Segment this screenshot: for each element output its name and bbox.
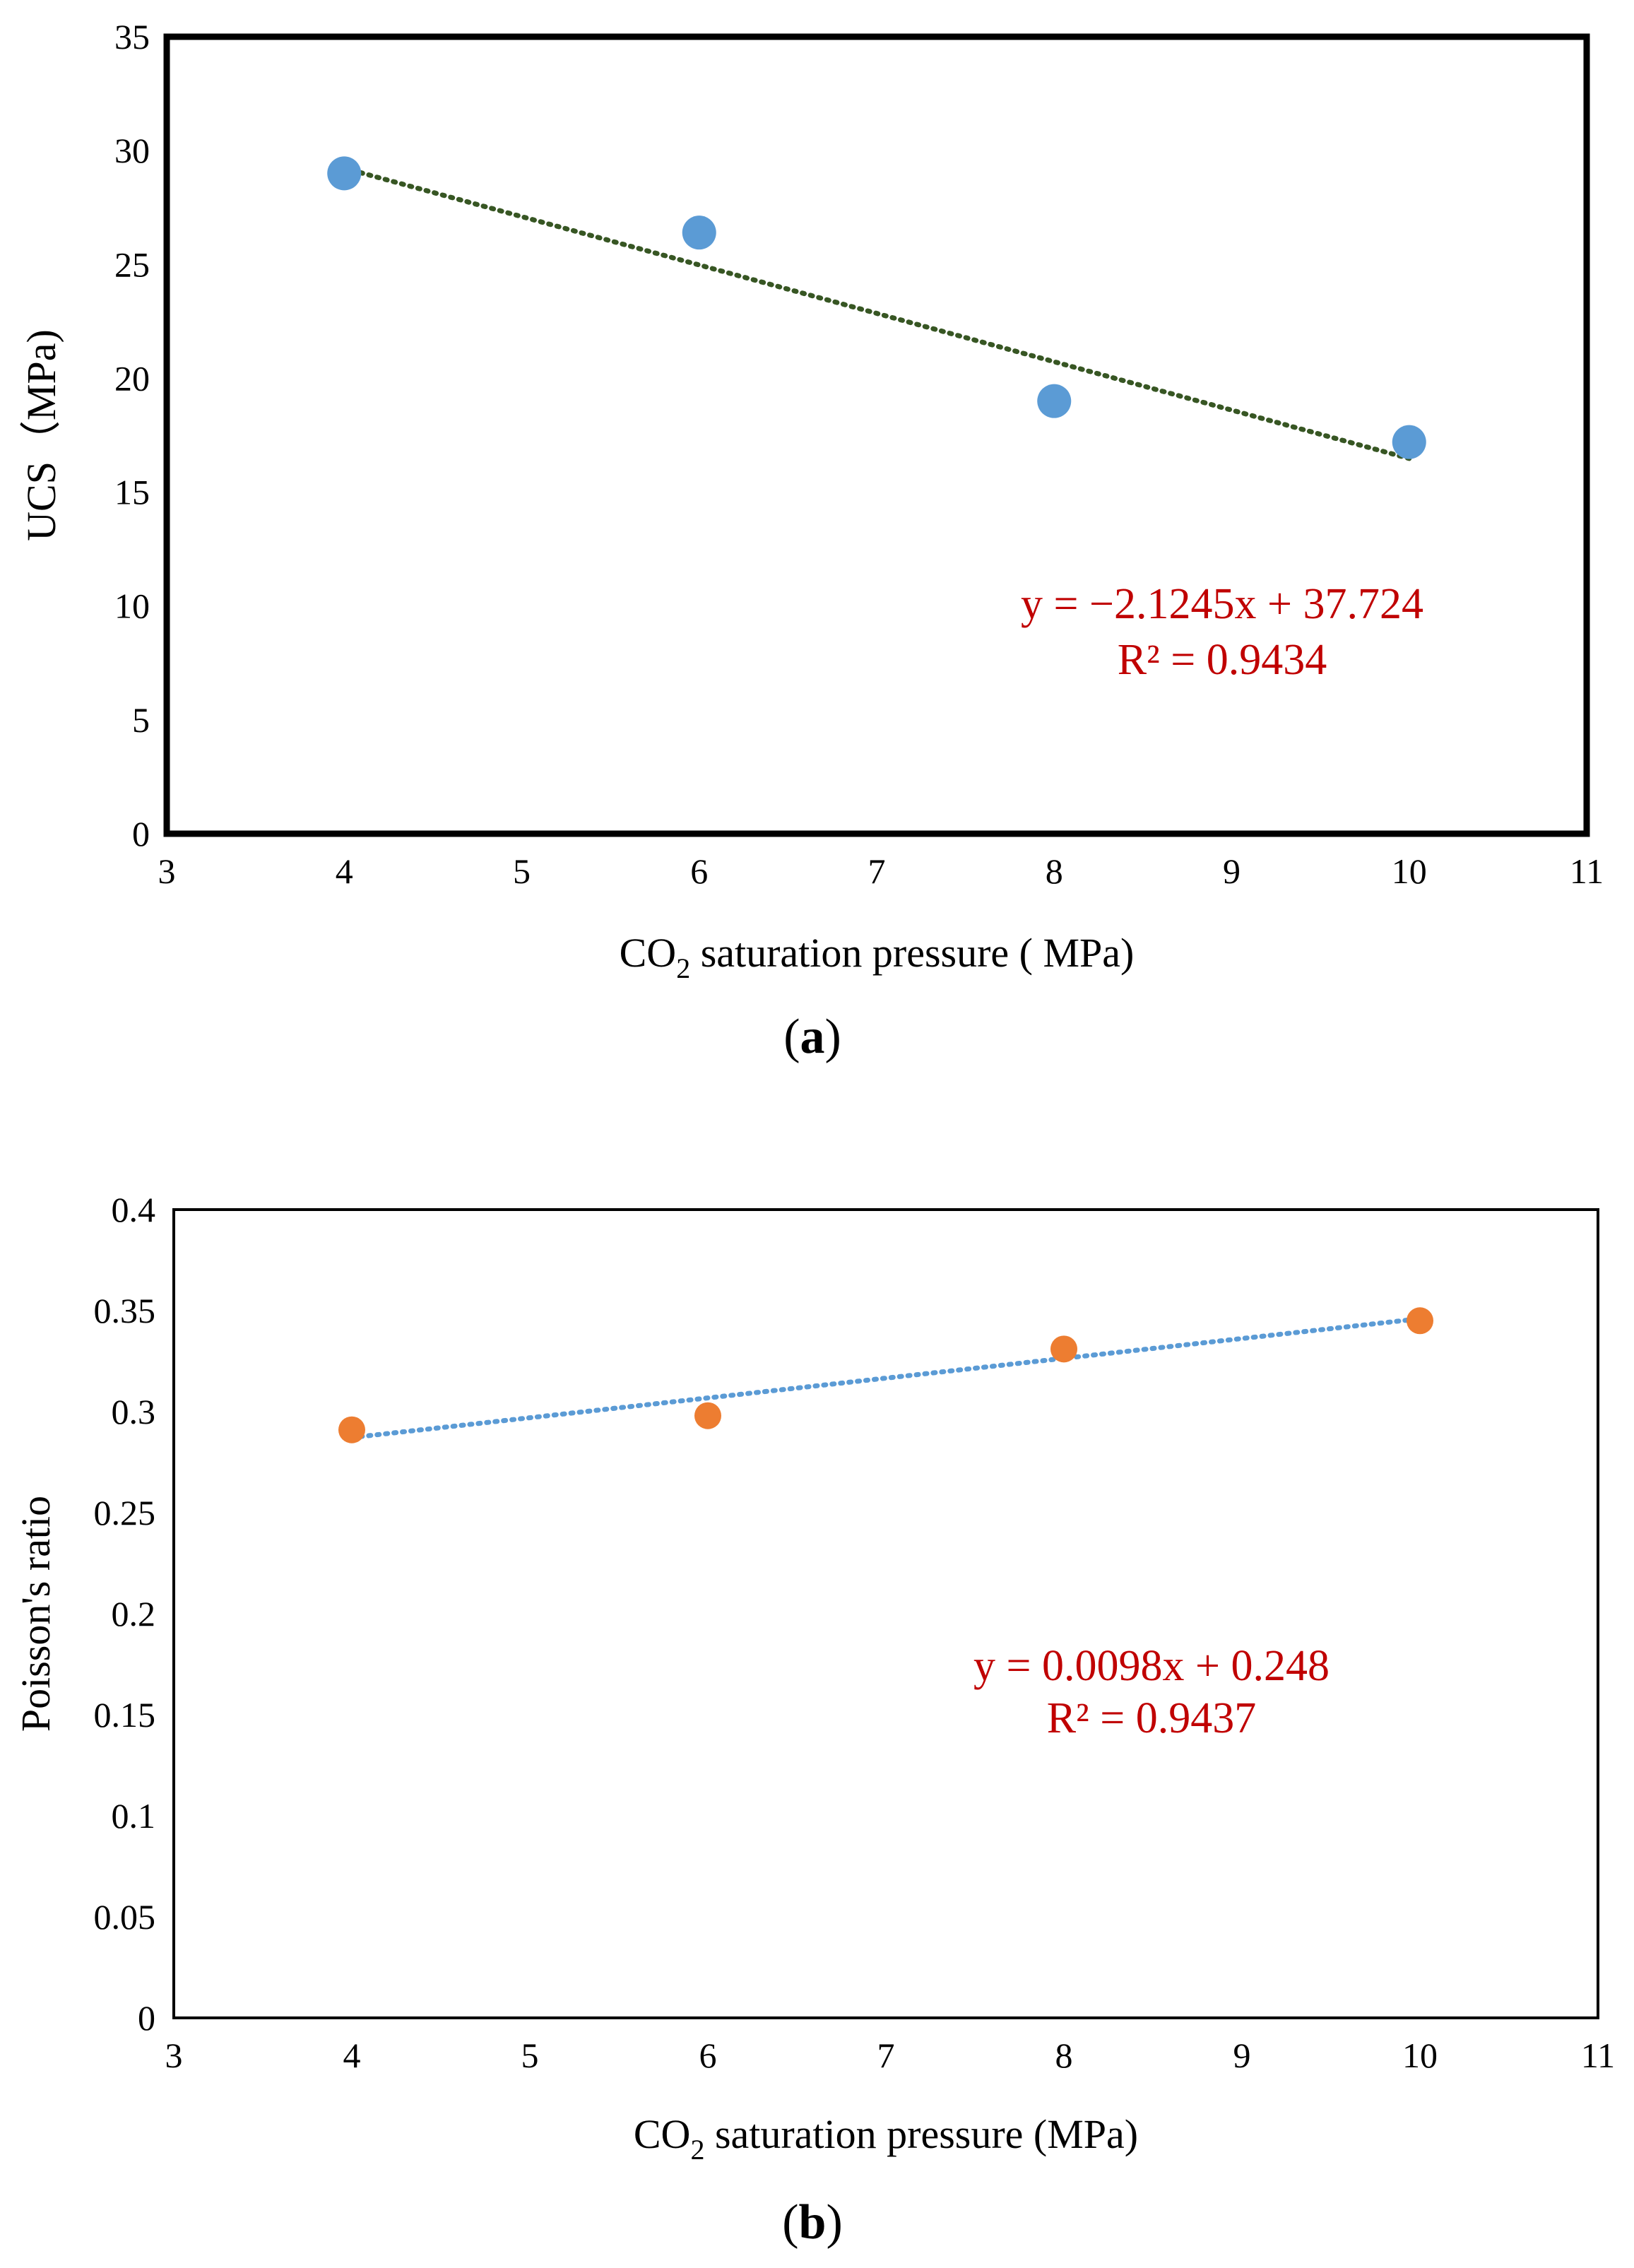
x-tick-label: 10 [1402, 2036, 1438, 2075]
x-tick-label: 4 [336, 851, 353, 891]
y-tick-label: 10 [114, 586, 150, 626]
x-tick-label: 7 [868, 851, 886, 891]
panel-label-letter: b [799, 2195, 827, 2250]
y-tick-label: 0 [132, 814, 150, 854]
y-tick-label: 25 [114, 244, 150, 284]
x-tick-label: 11 [1581, 2036, 1615, 2075]
y-tick-label: 0.35 [94, 1291, 156, 1330]
y-axis-title: Poisson's ratio [13, 1496, 59, 1732]
r-squared-label: R² = 0.9434 [1118, 636, 1327, 684]
y-tick-label: 0.05 [94, 1897, 156, 1937]
y-tick-label: 0 [138, 1998, 155, 2038]
y-tick-label: 0.2 [112, 1594, 156, 1634]
x-tick-label: 6 [699, 2036, 717, 2075]
x-axis-title-subscript: 2 [690, 2134, 704, 2166]
data-point [1392, 425, 1426, 459]
x-axis-title-rest: saturation pressure ( MPa) [690, 930, 1134, 976]
data-point [1037, 384, 1072, 418]
x-tick-label: 5 [513, 851, 531, 891]
y-tick-label: 15 [114, 473, 150, 512]
x-axis-title: CO2 saturation pressure (MPa) [634, 2111, 1138, 2166]
data-point [338, 1416, 365, 1443]
trendline [341, 165, 1412, 461]
data-point [694, 1402, 721, 1429]
chart-panel-b: 0 0.05 0.1 0.15 0.2 0.25 0.3 0.35 0.4 3 4 5 6 7 8 9 10 11… [13, 1190, 1615, 2250]
x-tick-label: 10 [1392, 851, 1427, 891]
x-axis-title-rest: saturation pressure (MPa) [704, 2111, 1138, 2157]
panel-label-close-paren: ) [825, 1010, 841, 1064]
chart-panel-a: 0 5 10 15 20 25 30 35 3 4 5 6 7 8 9 10 11 CO2 saturation … [18, 17, 1604, 1064]
panel-label: (b) [782, 2195, 843, 2250]
panel-label: (a) [783, 1010, 841, 1064]
x-tick-label: 9 [1233, 2036, 1251, 2075]
x-axis-title: CO2 saturation pressure ( MPa) [620, 930, 1135, 984]
trendline-equation: y = −2.1245x + 37.724 [1021, 580, 1423, 628]
r-squared-label: R² = 0.9437 [1047, 1694, 1256, 1742]
panel-label-open-paren: ( [782, 2195, 798, 2250]
x-tick-label: 5 [521, 2036, 539, 2075]
x-tick-label: 8 [1046, 851, 1063, 891]
x-tick-label: 9 [1223, 851, 1241, 891]
y-tick-label: 30 [114, 131, 150, 170]
y-tick-label: 0.1 [112, 1796, 156, 1836]
panel-label-letter: a [800, 1010, 825, 1064]
x-axis-title-subscript: 2 [676, 952, 690, 984]
y-axis-title: UCS（MPa) [18, 329, 64, 541]
x-axis-title-main: CO [634, 2111, 691, 2157]
panel-label-close-paren: ) [826, 2195, 842, 2250]
y-tick-label: 0.25 [94, 1493, 156, 1532]
x-tick-label: 3 [165, 2036, 183, 2075]
data-point [1050, 1335, 1077, 1363]
trendline [349, 1316, 1423, 1441]
y-tick-label: 0.15 [94, 1695, 156, 1735]
x-tick-label: 8 [1055, 2036, 1073, 2075]
y-tick-label: 35 [114, 17, 150, 57]
x-tick-label: 7 [877, 2036, 895, 2075]
data-point [682, 215, 716, 250]
y-tick-label: 20 [114, 358, 150, 398]
x-tick-label: 6 [690, 851, 708, 891]
panel-label-open-paren: ( [783, 1010, 800, 1064]
data-point [327, 156, 362, 191]
plot-frame [163, 33, 1590, 837]
data-point [1407, 1307, 1433, 1335]
x-tick-label: 3 [158, 851, 176, 891]
plot-frame [172, 1208, 1599, 2019]
trendline-equation: y = 0.0098x + 0.248 [973, 1642, 1330, 1690]
x-axis-title-main: CO [620, 930, 677, 976]
x-tick-label: 11 [1570, 851, 1604, 891]
y-tick-label: 5 [132, 700, 150, 740]
y-tick-label: 0.4 [112, 1190, 156, 1229]
y-tick-label: 0.3 [112, 1392, 156, 1431]
x-tick-label: 4 [343, 2036, 361, 2075]
